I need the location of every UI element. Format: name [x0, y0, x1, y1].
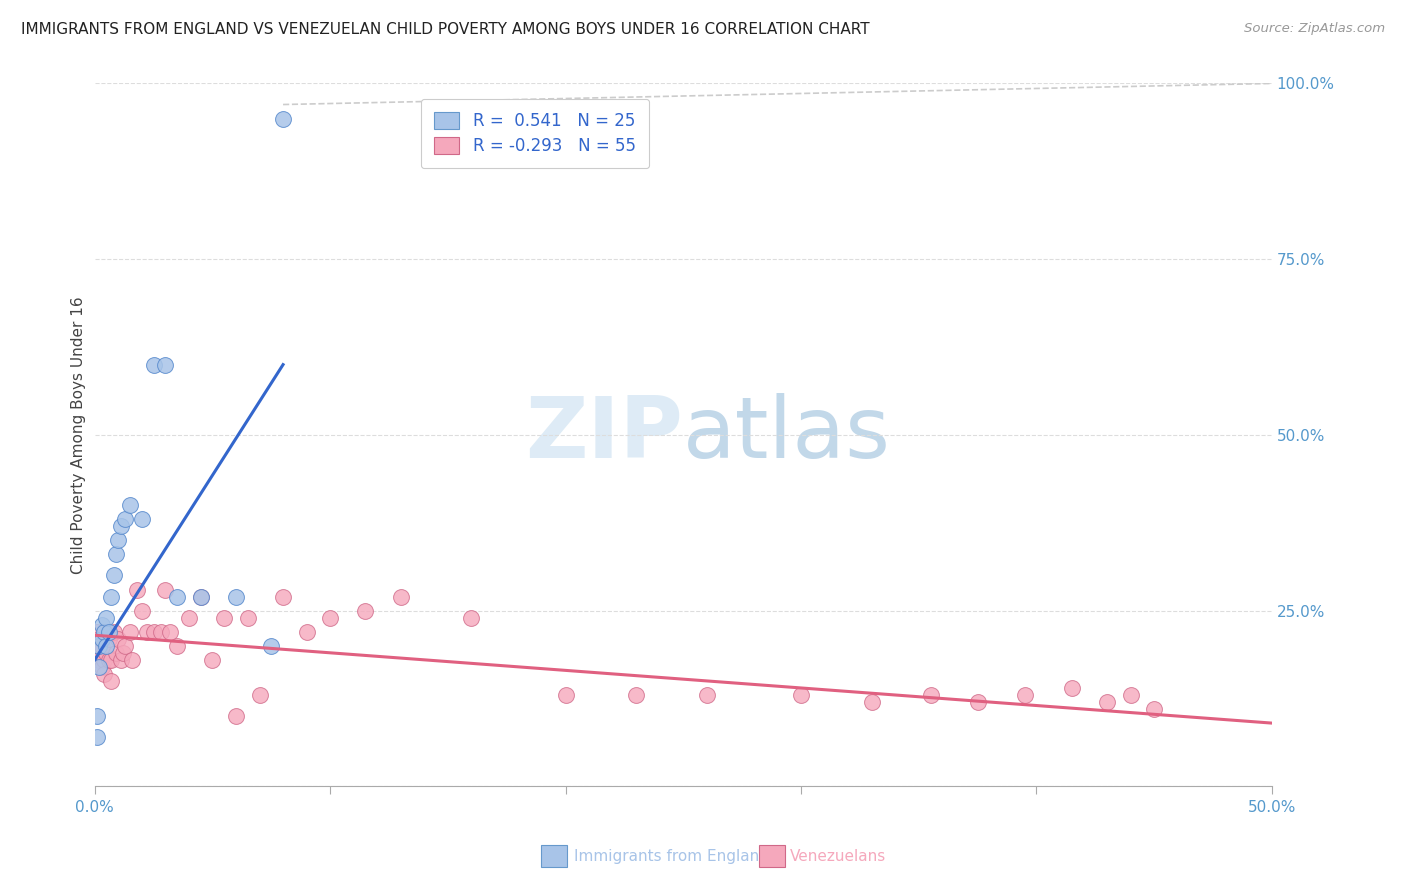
Point	[190, 590, 212, 604]
Point	[100, 590, 122, 604]
Point	[93, 624, 115, 639]
Point	[920, 688, 942, 702]
Point	[626, 688, 648, 702]
Point	[249, 688, 271, 702]
Point	[118, 498, 141, 512]
Point	[103, 624, 125, 639]
Point	[236, 610, 259, 624]
Point	[271, 112, 294, 126]
Point	[190, 590, 212, 604]
Point	[225, 590, 247, 604]
Point	[142, 358, 165, 372]
Y-axis label: Child Poverty Among Boys Under 16: Child Poverty Among Boys Under 16	[72, 296, 86, 574]
Point	[114, 512, 136, 526]
Point	[389, 590, 412, 604]
Point	[107, 533, 129, 548]
Point	[96, 624, 118, 639]
Point	[131, 604, 153, 618]
Point	[966, 695, 988, 709]
Point	[93, 653, 115, 667]
Point	[460, 610, 482, 624]
Text: Source: ZipAtlas.com: Source: ZipAtlas.com	[1244, 22, 1385, 36]
Point	[159, 624, 181, 639]
Point	[354, 604, 377, 618]
Point	[100, 653, 122, 667]
Text: ZIP: ZIP	[526, 393, 683, 476]
Point	[135, 624, 157, 639]
Point	[100, 673, 122, 688]
Point	[103, 568, 125, 582]
Point	[166, 639, 188, 653]
Point	[177, 610, 200, 624]
Point	[89, 660, 111, 674]
Point	[104, 548, 127, 562]
Text: Immigrants from England: Immigrants from England	[574, 849, 769, 863]
Point	[554, 688, 576, 702]
Point	[97, 653, 120, 667]
Point	[107, 632, 129, 646]
Point	[90, 632, 112, 646]
Point	[111, 646, 134, 660]
Point	[127, 582, 149, 597]
Point	[166, 590, 188, 604]
Point	[131, 512, 153, 526]
Point	[696, 688, 718, 702]
Point	[89, 653, 111, 667]
Point	[295, 624, 318, 639]
Point	[260, 639, 283, 653]
Point	[860, 695, 883, 709]
Point	[1014, 688, 1036, 702]
Point	[93, 666, 115, 681]
Point	[86, 646, 108, 660]
Text: Venezuelans: Venezuelans	[790, 849, 886, 863]
Point	[90, 660, 112, 674]
Point	[142, 624, 165, 639]
Point	[86, 624, 108, 639]
Point	[90, 639, 112, 653]
Point	[201, 653, 224, 667]
Point	[149, 624, 172, 639]
Point	[1060, 681, 1083, 695]
Point	[96, 610, 118, 624]
Point	[271, 590, 294, 604]
Point	[155, 358, 177, 372]
Point	[114, 639, 136, 653]
Point	[790, 688, 813, 702]
Point	[89, 632, 111, 646]
Point	[319, 610, 342, 624]
Point	[86, 709, 108, 723]
Point	[90, 617, 112, 632]
Legend: R =  0.541   N = 25, R = -0.293   N = 55: R = 0.541 N = 25, R = -0.293 N = 55	[420, 99, 650, 169]
Point	[1095, 695, 1118, 709]
Point	[1143, 702, 1166, 716]
Point	[225, 709, 247, 723]
Point	[212, 610, 235, 624]
Point	[104, 646, 127, 660]
Point	[97, 624, 120, 639]
Point	[118, 624, 141, 639]
Point	[89, 639, 111, 653]
Text: atlas: atlas	[683, 393, 891, 476]
Point	[110, 653, 132, 667]
Point	[121, 653, 143, 667]
Point	[97, 632, 120, 646]
Point	[86, 730, 108, 744]
Text: IMMIGRANTS FROM ENGLAND VS VENEZUELAN CHILD POVERTY AMONG BOYS UNDER 16 CORRELAT: IMMIGRANTS FROM ENGLAND VS VENEZUELAN CH…	[21, 22, 870, 37]
Point	[96, 646, 118, 660]
Point	[96, 639, 118, 653]
Point	[110, 519, 132, 533]
Point	[155, 582, 177, 597]
Point	[1119, 688, 1142, 702]
